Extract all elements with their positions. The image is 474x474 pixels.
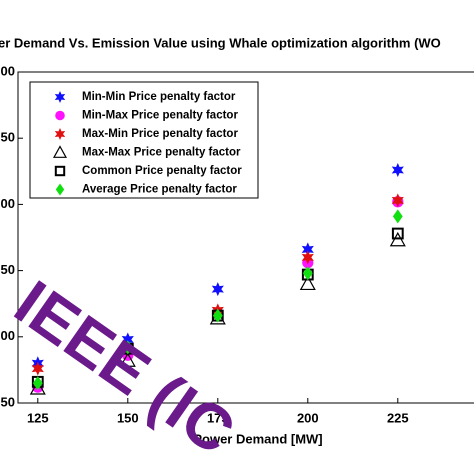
legend-marker [52, 145, 68, 158]
plot-frame [17, 71, 474, 404]
point [391, 193, 404, 208]
point [29, 380, 46, 395]
chart-title: er Demand Vs. Emission Value using Whale… [0, 35, 441, 50]
point [212, 308, 223, 323]
point [121, 332, 134, 347]
legend-marker [55, 183, 65, 196]
legend-label: Average Price penalty factor [82, 184, 237, 196]
x-tick-label: 125 [27, 410, 49, 425]
y-tick-label: 50 [1, 130, 15, 145]
point [119, 352, 136, 367]
point [301, 250, 314, 265]
legend-label: Common Price penalty factor [82, 165, 242, 177]
legend-box [29, 81, 259, 199]
point [302, 266, 313, 281]
legend-label: Max-Min Price penalty factor [82, 128, 238, 140]
x-tick-label: 225 [387, 410, 409, 425]
x-tick-label: 150 [117, 410, 139, 425]
legend-marker [54, 91, 66, 103]
point [391, 227, 404, 240]
point [122, 340, 133, 355]
y-tick-label: 00 [1, 328, 15, 343]
point [301, 242, 314, 257]
point [32, 376, 43, 391]
point [391, 162, 404, 177]
y-tick-label: 00 [1, 196, 15, 211]
legend-label: Min-Max Price penalty factor [82, 110, 238, 122]
point [299, 275, 316, 291]
legend-label: Min-Min Price penalty factor [82, 91, 236, 103]
legend-marker [54, 165, 66, 177]
point [211, 282, 224, 297]
y-tick-label: 00 [1, 63, 15, 78]
legend-marker [54, 128, 66, 140]
x-tick-label: 175 [207, 410, 229, 425]
point [31, 361, 44, 376]
legend-label: Max-Max Price penalty factor [82, 147, 241, 159]
y-tick-label: 50 [1, 262, 15, 277]
legend-marker [55, 110, 65, 121]
y-tick-label: 50 [1, 394, 15, 409]
point [389, 231, 406, 247]
x-axis-label: Power Demand [MW] [193, 431, 322, 446]
x-tick-label: 200 [297, 410, 319, 425]
point [392, 209, 403, 224]
